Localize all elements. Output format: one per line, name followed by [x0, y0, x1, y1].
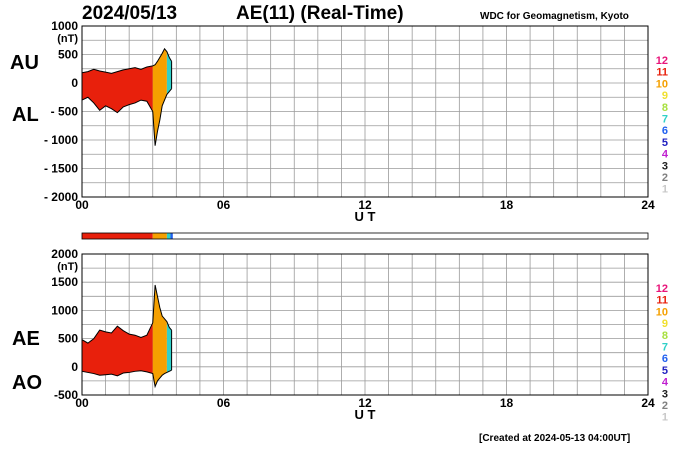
x-tick-label: 00	[75, 396, 89, 410]
plot-frame	[81, 253, 649, 396]
legend-hour-4: 4	[662, 377, 669, 389]
legend-hour-11: 11	[656, 295, 668, 307]
status-bar-segment	[82, 233, 153, 239]
legend-hour-2: 2	[662, 172, 668, 184]
y-axis-unit: (nT)	[57, 33, 78, 45]
status-bar-segment	[166, 233, 171, 239]
series-label-au: AU	[10, 52, 39, 74]
legend-hour-8: 8	[662, 330, 668, 342]
series-line-ao	[81, 369, 172, 389]
legend-hour-5: 5	[662, 365, 668, 377]
series-label-al: AL	[12, 104, 39, 126]
data-area	[152, 285, 167, 387]
legend-hour-7: 7	[662, 342, 668, 354]
y-tick-label: - 500	[51, 105, 79, 119]
legend-hour-8: 8	[662, 102, 668, 114]
series-label-ae: AE	[12, 328, 40, 350]
series-line-al	[81, 88, 173, 146]
legend-hour-12: 12	[656, 55, 668, 67]
y-tick-label: - 1500	[44, 162, 78, 176]
status-bar-segment	[170, 233, 173, 239]
data-area	[166, 51, 172, 95]
data-area	[152, 48, 167, 146]
created-timestamp: [Created at 2024-05-13 04:00UT]	[479, 433, 631, 444]
x-tick-label: 24	[641, 198, 655, 212]
y-tick-label: - 2000	[44, 190, 78, 204]
x-tick-label: 18	[500, 198, 514, 212]
legend-hour-1: 1	[662, 412, 668, 424]
y-tick-label: -500	[54, 388, 78, 402]
series-label-ao: AO	[12, 372, 42, 394]
legend-hour-3: 3	[662, 388, 668, 400]
x-tick-label: 24	[641, 396, 655, 410]
y-tick-label: - 1000	[44, 133, 78, 147]
legend-hour-9: 9	[662, 90, 668, 102]
y-tick-label: 1000	[51, 303, 78, 317]
x-tick-label: 18	[500, 396, 514, 410]
x-tick-label: 12	[358, 396, 372, 410]
chart-date: 2024/05/13	[82, 3, 178, 24]
x-tick-label: 12	[358, 198, 372, 212]
y-tick-label: 0	[71, 76, 78, 90]
x-tick-label: 06	[217, 396, 231, 410]
organization-label: WDC for Geomagnetism, Kyoto	[480, 11, 629, 22]
legend-hour-1: 1	[662, 184, 668, 196]
data-area	[166, 321, 172, 373]
data-area	[82, 322, 153, 376]
y-axis-unit: (nT)	[57, 261, 78, 273]
x-axis-label: U T	[355, 407, 376, 422]
series-line-au	[81, 47, 173, 74]
x-axis-label: U T	[355, 209, 376, 224]
legend-hour-10: 10	[656, 306, 668, 318]
legend-hour-5: 5	[662, 137, 668, 149]
legend-hour-10: 10	[656, 78, 668, 90]
y-tick-label: 500	[58, 48, 78, 62]
legend-hour-3: 3	[662, 160, 668, 172]
status-bar-segment	[152, 233, 167, 239]
legend-hour-2: 2	[662, 400, 668, 412]
status-bar-frame	[81, 232, 649, 240]
y-tick-label: 1500	[51, 275, 78, 289]
y-tick-label: 1000	[51, 19, 78, 33]
legend-hour-9: 9	[662, 318, 668, 330]
y-tick-label: 2000	[51, 247, 78, 261]
legend-hour-7: 7	[662, 114, 668, 126]
legend-hour-12: 12	[656, 283, 668, 295]
y-tick-label: 500	[58, 332, 78, 346]
series-line-ae	[81, 284, 173, 344]
legend-hour-4: 4	[662, 149, 669, 161]
plot-frame	[81, 25, 649, 198]
data-area	[82, 65, 153, 113]
legend-hour-6: 6	[662, 353, 668, 365]
x-tick-label: 00	[75, 198, 89, 212]
x-tick-label: 06	[217, 198, 231, 212]
legend-hour-11: 11	[656, 67, 668, 79]
legend-hour-6: 6	[662, 125, 668, 137]
y-tick-label: 0	[71, 360, 78, 374]
chart-title: AE(11) (Real-Time)	[236, 3, 404, 24]
